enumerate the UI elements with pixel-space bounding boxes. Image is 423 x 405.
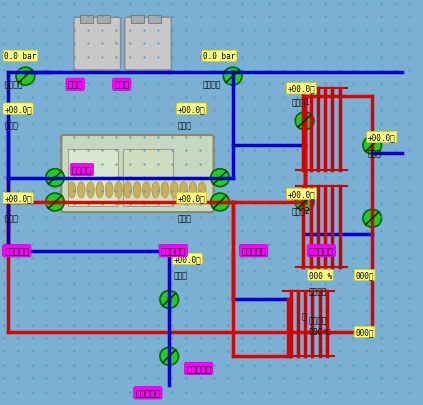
Text: +00.0℃: +00.0℃ (173, 255, 201, 264)
Text: 水源供: 水源供 (178, 121, 192, 130)
Text: 乙二醇: 乙二醇 (114, 81, 129, 90)
Text: 冬季循环泵: 冬季循环泵 (135, 388, 160, 397)
Text: 海水回2: 海水回2 (292, 206, 310, 215)
Text: 软化水: 软化水 (68, 81, 82, 90)
Ellipse shape (115, 182, 122, 198)
Circle shape (46, 169, 64, 187)
Text: 000℃: 000℃ (309, 328, 332, 337)
Ellipse shape (161, 182, 169, 198)
Text: 高温水回: 高温水回 (309, 315, 327, 324)
Ellipse shape (96, 182, 104, 198)
Text: +00.0℃: +00.0℃ (4, 105, 32, 114)
Circle shape (211, 194, 229, 211)
Text: +00.0℃: +00.0℃ (178, 194, 206, 203)
Circle shape (295, 194, 314, 211)
Text: 000℃: 000℃ (355, 271, 374, 280)
Text: 水源循环泵: 水源循环泵 (161, 247, 186, 256)
Ellipse shape (170, 182, 178, 198)
Ellipse shape (152, 182, 159, 198)
Text: 高温水供: 高温水供 (309, 287, 327, 296)
Circle shape (363, 137, 382, 155)
Ellipse shape (105, 182, 113, 198)
Bar (131, 16, 144, 24)
Text: 🔥: 🔥 (302, 311, 307, 320)
Bar (97, 16, 110, 24)
Text: 000℃: 000℃ (355, 328, 374, 337)
Ellipse shape (77, 182, 85, 198)
Text: 热泵机组: 热泵机组 (72, 166, 92, 175)
Ellipse shape (87, 182, 94, 198)
Circle shape (16, 68, 35, 86)
Text: 海水换热器: 海水换热器 (241, 247, 266, 256)
Text: +00.0℃: +00.0℃ (288, 85, 316, 94)
Text: 0.0 bar: 0.0 bar (4, 52, 37, 61)
Text: 海水供: 海水供 (368, 149, 382, 158)
Text: 000 %: 000 % (309, 271, 332, 280)
Bar (148, 16, 161, 24)
Bar (123, 150, 173, 207)
FancyBboxPatch shape (61, 136, 214, 213)
Text: 补热水: 补热水 (173, 271, 187, 280)
Text: 补热换热器: 补热换热器 (186, 364, 211, 373)
Text: +00.0℃: +00.0℃ (4, 194, 32, 203)
Text: 海水回1: 海水回1 (292, 97, 310, 106)
Ellipse shape (133, 182, 141, 198)
Text: +00.0℃: +00.0℃ (178, 105, 206, 114)
Text: 负荷回压: 负荷回压 (4, 81, 23, 90)
Circle shape (160, 347, 179, 365)
Text: 水源回: 水源回 (178, 214, 192, 223)
Ellipse shape (143, 182, 150, 198)
Ellipse shape (189, 182, 197, 198)
Circle shape (223, 68, 242, 86)
FancyBboxPatch shape (74, 18, 121, 71)
FancyBboxPatch shape (125, 18, 171, 71)
Circle shape (211, 169, 229, 187)
Ellipse shape (124, 182, 132, 198)
Ellipse shape (68, 182, 76, 198)
Text: +00.0℃: +00.0℃ (288, 190, 316, 199)
Ellipse shape (180, 182, 187, 198)
Text: 0.0 bar: 0.0 bar (203, 52, 236, 61)
Text: +00.0℃: +00.0℃ (368, 133, 396, 142)
Text: 水源回压: 水源回压 (203, 81, 222, 90)
Ellipse shape (198, 182, 206, 198)
Circle shape (295, 113, 314, 130)
Text: 负荷回: 负荷回 (4, 214, 18, 223)
Bar (80, 16, 93, 24)
Bar (68, 150, 118, 207)
Text: 负荷供: 负荷供 (4, 121, 18, 130)
Text: 负荷循环泵: 负荷循环泵 (4, 247, 29, 256)
Circle shape (160, 291, 179, 309)
Circle shape (46, 194, 64, 211)
Circle shape (363, 210, 382, 228)
Text: 海水循环泵: 海水循环泵 (309, 247, 334, 256)
